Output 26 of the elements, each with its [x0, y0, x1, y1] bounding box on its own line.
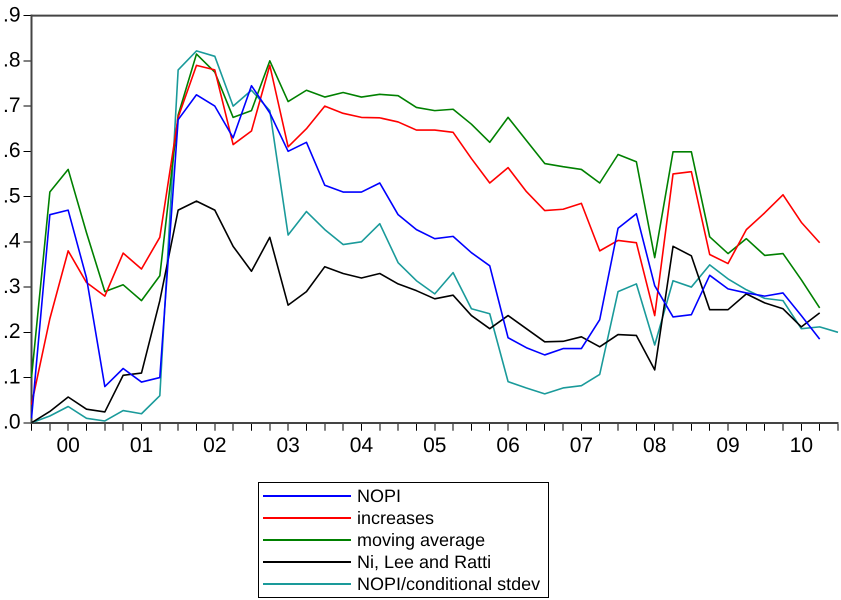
- y-tick-label: .7: [3, 94, 21, 117]
- legend-label: increases: [357, 507, 434, 529]
- y-tick-label: .1: [3, 365, 21, 388]
- x-tick-label: 00: [56, 434, 80, 458]
- x-tick-label: 05: [423, 434, 446, 458]
- y-tick-label: .9: [3, 3, 21, 26]
- x-tick-label: 04: [350, 434, 374, 458]
- legend-label: NOPI/conditional stdev: [357, 573, 540, 595]
- y-tick-label: .4: [3, 230, 21, 253]
- legend-label: Ni, Lee and Ratti: [357, 551, 492, 573]
- legend-label: moving average: [357, 529, 486, 551]
- x-tick-label: 09: [716, 434, 740, 458]
- y-tick-label: .6: [3, 139, 21, 162]
- x-tick-label: 07: [570, 434, 594, 458]
- y-tick-label: .8: [3, 48, 21, 72]
- y-tick-label: .2: [3, 320, 21, 344]
- x-tick-label: 03: [276, 434, 300, 458]
- x-tick-label: 10: [790, 434, 814, 458]
- x-tick-label: 02: [203, 434, 226, 458]
- y-tick-label: .5: [3, 184, 21, 208]
- x-tick-label: 01: [130, 434, 154, 458]
- x-tick-label: 08: [643, 434, 666, 458]
- y-tick-label: .3: [3, 274, 21, 298]
- legend-label: NOPI: [357, 485, 402, 507]
- y-tick-label: .0: [3, 410, 21, 434]
- x-tick-label: 06: [496, 434, 520, 458]
